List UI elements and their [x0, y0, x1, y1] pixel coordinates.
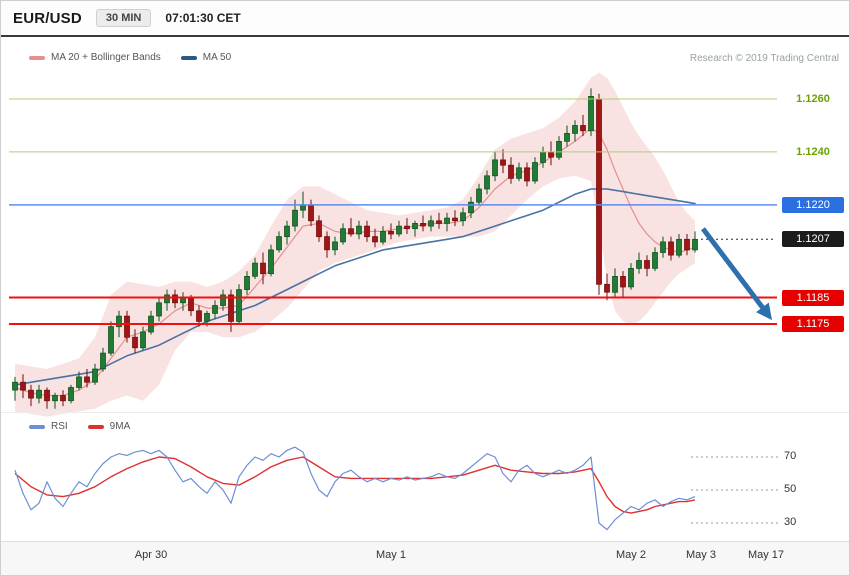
time-label: 07:01:30 CET — [165, 11, 241, 25]
x-axis-label-may17: May 17 — [747, 549, 785, 561]
ma50-line — [14, 188, 696, 386]
rsi-ma-legend-label: 9MA — [109, 421, 131, 432]
x-axis-label-may2: May 2 — [616, 549, 646, 561]
x-axis: Apr 30 May 1 May 2 May 3 May 17 — [1, 541, 849, 575]
ma20-legend-swatch — [29, 55, 45, 60]
rsi-scale-70: 70 — [784, 450, 797, 462]
copyright-label: Research © 2019 Trading Central — [689, 53, 839, 64]
level-badge-1-1220: 1.1220 — [782, 196, 844, 213]
level-lines — [9, 98, 777, 325]
level-badge-1-1175: 1.1175 — [782, 316, 844, 332]
ma50-legend-swatch — [180, 55, 197, 60]
rsi-scale-30: 30 — [784, 516, 797, 528]
rsi-legend-label: RSI — [51, 421, 68, 432]
last-price-badge: 1.1207 — [782, 231, 844, 248]
timeframe-badge[interactable]: 30 MIN — [95, 9, 152, 27]
x-axis-label-may3: May 3 — [686, 549, 716, 561]
bollinger-band — [15, 72, 695, 417]
rsi-scale-50: 50 — [784, 483, 797, 495]
rsi-ma-legend-swatch — [87, 424, 104, 429]
chart-header: EUR/USD 30 MIN 07:01:30 CET — [1, 1, 849, 37]
chart-legend: MA 20 + Bollinger Bands MA 50 — [29, 52, 251, 63]
trend-arrow — [701, 227, 773, 321]
level-label-1-1240: 1.1240 — [796, 145, 830, 158]
ma50-legend-label: MA 50 — [202, 52, 232, 63]
rsi-legend-swatch — [29, 424, 45, 429]
rsi-pane — [14, 446, 779, 531]
pair-title: EUR/USD — [13, 9, 82, 27]
x-axis-label-apr30: Apr 30 — [134, 549, 168, 561]
ma20-legend-label: MA 20 + Bollinger Bands — [51, 52, 161, 63]
level-label-1-1260: 1.1260 — [796, 93, 830, 105]
x-axis-label-may1: May 1 — [376, 549, 406, 561]
level-badge-1-1185: 1.1185 — [782, 289, 844, 306]
rsi-legend: RSI 9MA — [29, 421, 150, 432]
